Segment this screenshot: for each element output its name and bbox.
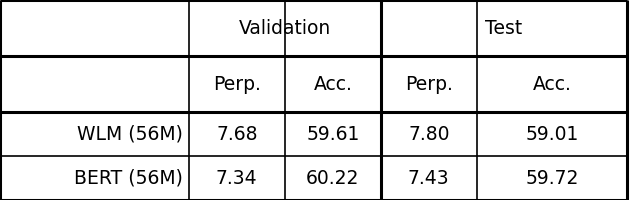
Text: Acc.: Acc. [532,75,572,94]
Text: 59.72: 59.72 [525,168,579,188]
Text: Validation: Validation [239,19,331,38]
Text: 59.61: 59.61 [306,124,360,144]
Text: 7.34: 7.34 [216,168,258,188]
Text: 59.01: 59.01 [525,124,579,144]
Text: WLM (56M): WLM (56M) [77,124,182,144]
Text: Test: Test [485,19,523,38]
Text: Perp.: Perp. [213,75,260,94]
Text: 7.43: 7.43 [408,168,450,188]
Text: 7.68: 7.68 [216,124,257,144]
Text: BERT (56M): BERT (56M) [74,168,182,188]
Text: Perp.: Perp. [405,75,452,94]
Text: Acc.: Acc. [314,75,352,94]
Text: 7.80: 7.80 [408,124,449,144]
Text: 60.22: 60.22 [306,168,360,188]
